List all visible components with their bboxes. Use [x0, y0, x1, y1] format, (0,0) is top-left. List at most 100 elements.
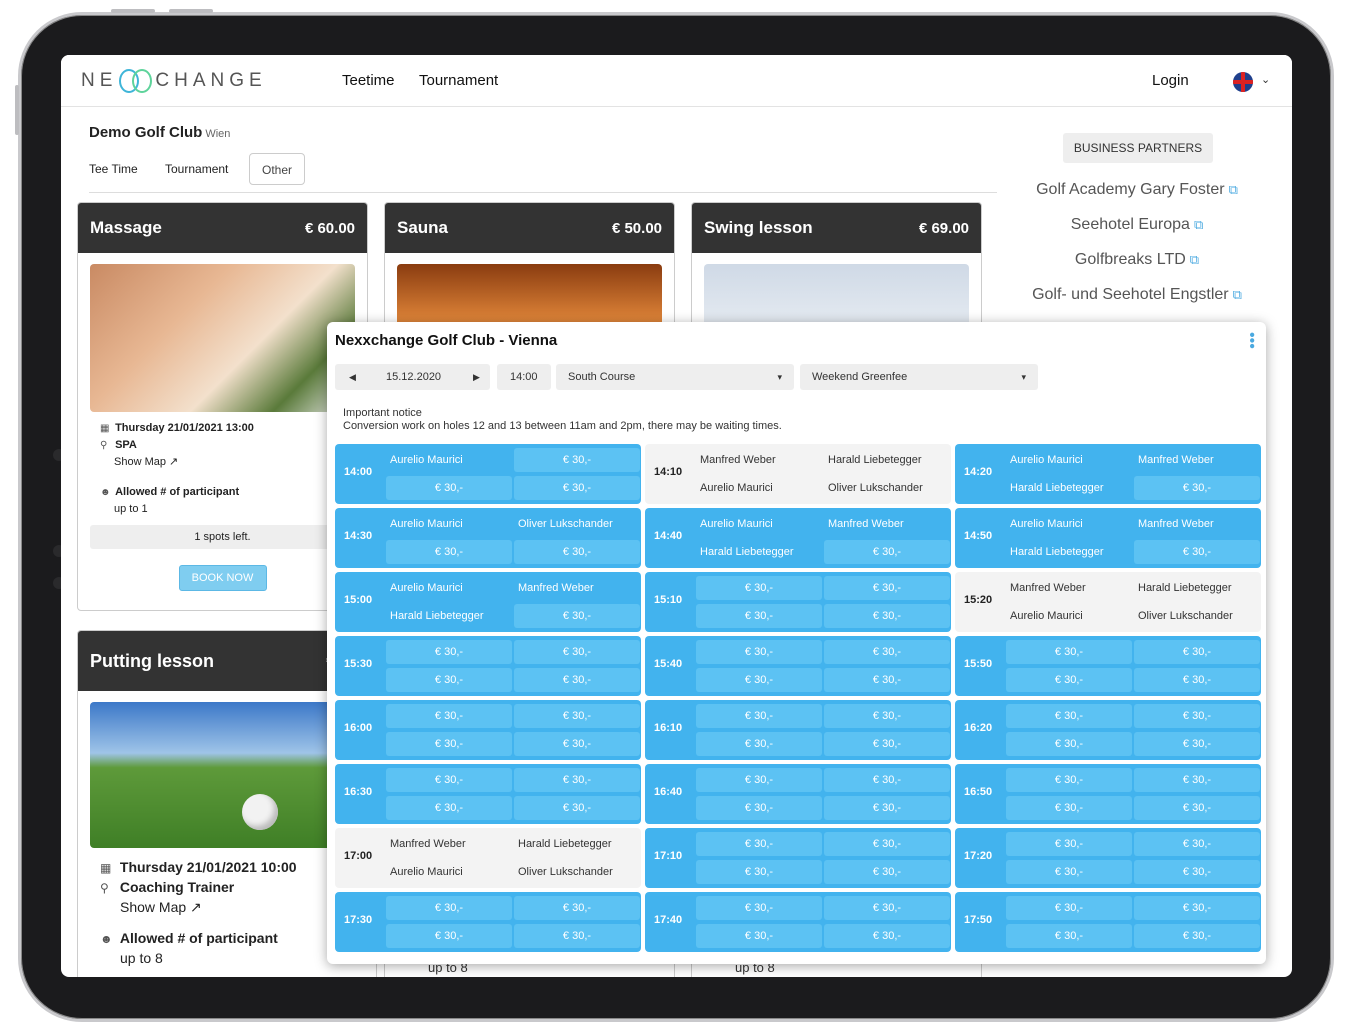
slot-price-button[interactable]: € 30,- — [514, 896, 640, 920]
nexxchange-logo[interactable]: NE CHANGE — [81, 67, 267, 95]
partner-link[interactable]: Seehotel Europa ⧉ — [1007, 216, 1267, 234]
slot-price-button[interactable]: € 30,- — [1134, 704, 1260, 728]
slot-price-button[interactable]: € 30,- — [514, 668, 640, 692]
slot-price-button[interactable]: € 30,- — [386, 796, 512, 820]
arrow-left-icon[interactable]: ◀ — [349, 372, 356, 382]
teetime-slot[interactable]: 14:40 Aurelio Maurici Manfred Weber Harald … — [645, 508, 951, 568]
slot-price-button[interactable]: € 30,- — [1006, 732, 1132, 756]
login-link[interactable]: Login — [1152, 72, 1189, 89]
slot-price-button[interactable]: € 30,- — [696, 860, 822, 884]
kebab-menu-icon[interactable]: ••• — [1243, 332, 1260, 349]
nav-tournament-link[interactable]: Tournament — [419, 72, 499, 89]
slot-price-button[interactable]: € 30,- — [824, 640, 950, 664]
date-picker[interactable]: ◀ 15.12.2020 ▶ — [335, 364, 490, 390]
slot-price-button[interactable]: € 30,- — [386, 896, 512, 920]
slot-price-button[interactable]: € 30,- — [386, 732, 512, 756]
slot-price-button[interactable]: € 30,- — [696, 576, 822, 600]
teetime-slot[interactable]: 15:10 € 30,- € 30,- € 30,- € 30,- — [645, 572, 951, 632]
slot-price-button[interactable]: € 30,- — [1006, 668, 1132, 692]
slot-price-button[interactable]: € 30,- — [514, 604, 640, 628]
teetime-slot[interactable]: 16:40 € 30,- € 30,- € 30,- € 30,- — [645, 764, 951, 824]
teetime-slot[interactable]: 17:10 € 30,- € 30,- € 30,- € 30,- — [645, 828, 951, 888]
show-map-link[interactable]: Show Map ↗ — [100, 898, 354, 917]
slot-price-button[interactable]: € 30,- — [386, 668, 512, 692]
teetime-slot[interactable]: 14:30 Aurelio Maurici Oliver Lukschander € … — [335, 508, 641, 568]
slot-price-button[interactable]: € 30,- — [514, 768, 640, 792]
slot-price-button[interactable]: € 30,- — [1134, 540, 1260, 564]
slot-price-button[interactable]: € 30,- — [1006, 896, 1132, 920]
slot-price-button[interactable]: € 30,- — [696, 640, 822, 664]
slot-price-button[interactable]: € 30,- — [514, 448, 640, 472]
slot-price-button[interactable]: € 30,- — [824, 732, 950, 756]
arrow-right-icon[interactable]: ▶ — [473, 372, 480, 382]
tab-tee-time[interactable]: Tee Time — [89, 162, 138, 176]
slot-price-button[interactable]: € 30,- — [696, 704, 822, 728]
teetime-slot[interactable]: 15:40 € 30,- € 30,- € 30,- € 30,- — [645, 636, 951, 696]
slot-price-button[interactable]: € 30,- — [696, 604, 822, 628]
slot-price-button[interactable]: € 30,- — [824, 540, 950, 564]
slot-price-button[interactable]: € 30,- — [386, 768, 512, 792]
slot-price-button[interactable]: € 30,- — [1006, 796, 1132, 820]
teetime-slot[interactable]: 16:10 € 30,- € 30,- € 30,- € 30,- — [645, 700, 951, 760]
slot-price-button[interactable]: € 30,- — [514, 640, 640, 664]
teetime-slot[interactable]: 16:50 € 30,- € 30,- € 30,- € 30,- — [955, 764, 1261, 824]
chevron-down-icon[interactable]: ⌄ — [1261, 74, 1271, 86]
teetime-slot[interactable]: 15:50 € 30,- € 30,- € 30,- € 30,- — [955, 636, 1261, 696]
fee-select[interactable]: Weekend Greenfee ▾ — [800, 364, 1038, 390]
teetime-slot[interactable]: 16:00 € 30,- € 30,- € 30,- € 30,- — [335, 700, 641, 760]
slot-price-button[interactable]: € 30,- — [386, 640, 512, 664]
slot-price-button[interactable]: € 30,- — [824, 668, 950, 692]
slot-price-button[interactable]: € 30,- — [824, 604, 950, 628]
teetime-slot[interactable]: 17:30 € 30,- € 30,- € 30,- € 30,- — [335, 892, 641, 952]
course-select[interactable]: South Course ▾ — [556, 364, 794, 390]
teetime-slot[interactable]: 17:00 Manfred Weber Harald Liebetegger Aure… — [335, 828, 641, 888]
slot-price-button[interactable]: € 30,- — [1006, 704, 1132, 728]
teetime-slot[interactable]: 15:20 Manfred Weber Harald Liebetegger Aure… — [955, 572, 1261, 632]
tab-tournament[interactable]: Tournament — [165, 162, 229, 176]
slot-price-button[interactable]: € 30,- — [514, 540, 640, 564]
slot-price-button[interactable]: € 30,- — [696, 896, 822, 920]
show-map-link[interactable]: Show Map ↗ — [100, 454, 345, 470]
slot-price-button[interactable]: € 30,- — [824, 896, 950, 920]
slot-price-button[interactable]: € 30,- — [824, 796, 950, 820]
slot-price-button[interactable]: € 30,- — [1006, 640, 1132, 664]
teetime-slot[interactable]: 16:20 € 30,- € 30,- € 30,- € 30,- — [955, 700, 1261, 760]
teetime-slot[interactable]: 14:00 Aurelio Maurici € 30,- € 30,- € 30,- — [335, 444, 641, 504]
slot-price-button[interactable]: € 30,- — [514, 732, 640, 756]
slot-price-button[interactable]: € 30,- — [1134, 796, 1260, 820]
teetime-slot[interactable]: 17:40 € 30,- € 30,- € 30,- € 30,- — [645, 892, 951, 952]
partner-link[interactable]: Golf- und Seehotel Engstler ⧉ — [1007, 286, 1267, 304]
slot-price-button[interactable]: € 30,- — [1134, 476, 1260, 500]
slot-price-button[interactable]: € 30,- — [824, 768, 950, 792]
slot-price-button[interactable]: € 30,- — [1006, 832, 1132, 856]
slot-price-button[interactable]: € 30,- — [696, 732, 822, 756]
slot-price-button[interactable]: € 30,- — [1006, 768, 1132, 792]
teetime-slot[interactable]: 17:20 € 30,- € 30,- € 30,- € 30,- — [955, 828, 1261, 888]
teetime-slot[interactable]: 14:20 Aurelio Maurici Manfred Weber Harald … — [955, 444, 1261, 504]
slot-price-button[interactable]: € 30,- — [1134, 732, 1260, 756]
time-select[interactable]: 14:00 — [497, 364, 551, 390]
slot-price-button[interactable]: € 30,- — [514, 704, 640, 728]
slot-price-button[interactable]: € 30,- — [386, 924, 512, 948]
slot-price-button[interactable]: € 30,- — [696, 796, 822, 820]
nav-teetime-link[interactable]: Teetime — [342, 72, 395, 89]
teetime-slot[interactable]: 15:00 Aurelio Maurici Manfred Weber Harald … — [335, 572, 641, 632]
teetime-slot[interactable]: 17:50 € 30,- € 30,- € 30,- € 30,- — [955, 892, 1261, 952]
teetime-slot[interactable]: 15:30 € 30,- € 30,- € 30,- € 30,- — [335, 636, 641, 696]
slot-price-button[interactable]: € 30,- — [1134, 860, 1260, 884]
slot-price-button[interactable]: € 30,- — [824, 924, 950, 948]
slot-price-button[interactable]: € 30,- — [824, 576, 950, 600]
slot-price-button[interactable]: € 30,- — [1006, 860, 1132, 884]
slot-price-button[interactable]: € 30,- — [386, 704, 512, 728]
slot-price-button[interactable]: € 30,- — [386, 540, 512, 564]
slot-price-button[interactable]: € 30,- — [824, 704, 950, 728]
slot-price-button[interactable]: € 30,- — [1134, 668, 1260, 692]
slot-price-button[interactable]: € 30,- — [696, 924, 822, 948]
teetime-slot[interactable]: 14:10 Manfred Weber Harald Liebetegger Aure… — [645, 444, 951, 504]
slot-price-button[interactable]: € 30,- — [696, 668, 822, 692]
slot-price-button[interactable]: € 30,- — [514, 476, 640, 500]
slot-price-button[interactable]: € 30,- — [386, 476, 512, 500]
partner-link[interactable]: Golf Academy Gary Foster ⧉ — [1007, 181, 1267, 199]
slot-price-button[interactable]: € 30,- — [824, 860, 950, 884]
slot-price-button[interactable]: € 30,- — [1134, 832, 1260, 856]
